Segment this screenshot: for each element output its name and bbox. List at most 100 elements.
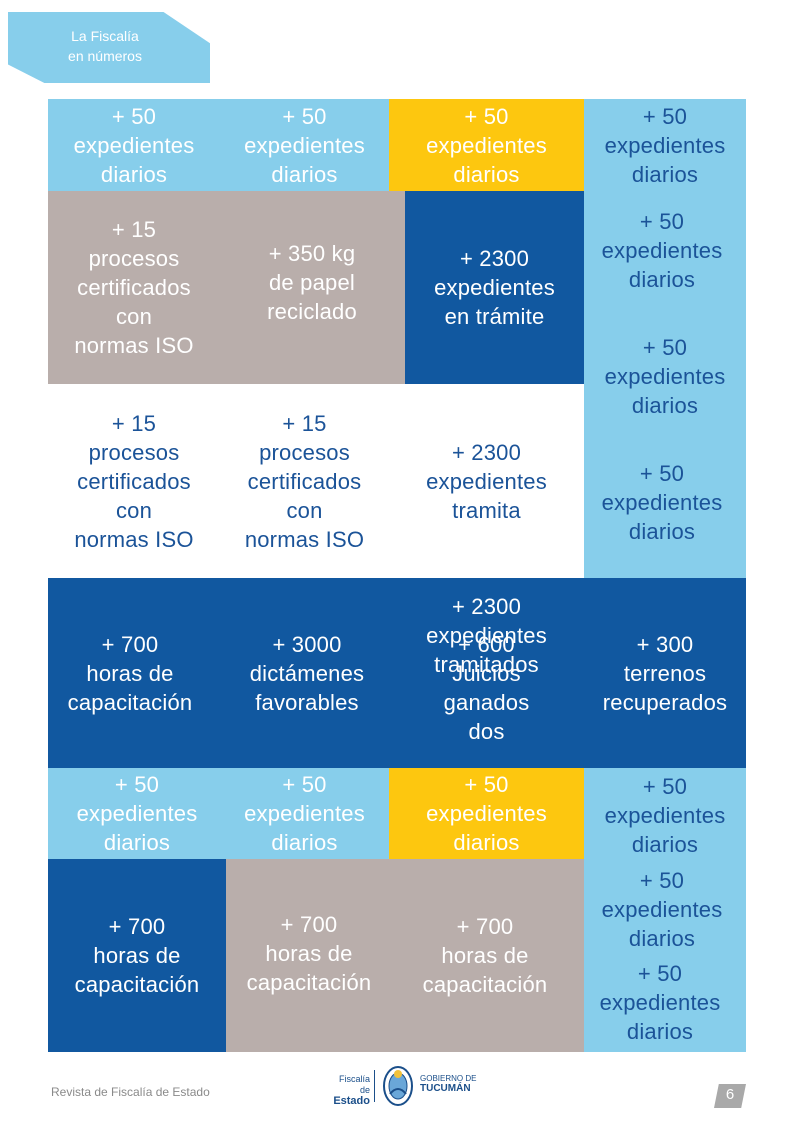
stat-line: + 2300 (451, 594, 522, 619)
section-tag-line2: en números (68, 48, 142, 64)
section-tag-line1: La Fiscalía (71, 28, 139, 44)
stat-line: + 50 (637, 960, 683, 986)
stat-line: expedientes (426, 468, 547, 494)
stat-block-bg (226, 859, 584, 1052)
logo-left-line2: Estado (333, 1095, 370, 1107)
stat-block: + 15 procesos certificados con normas ISO (220, 384, 389, 578)
stat-block-bg (48, 191, 405, 384)
stat-block: + 700 horas de capacitación (396, 859, 574, 1052)
stat-line: normas ISO (74, 526, 194, 552)
stat-line: + 50 (464, 103, 509, 129)
stat-line: expedientes (426, 623, 547, 648)
stat-line: expedientes (604, 132, 726, 158)
stat-line: diarios (631, 392, 699, 418)
stat-block: + 50 expedientes diarios (389, 768, 584, 859)
logo-right-line1: GOBIERNO DE (420, 1074, 477, 1083)
stat-line: diarios (453, 161, 520, 187)
page-number-badge: 6 (714, 1084, 746, 1108)
stat-line: con (115, 497, 153, 523)
stat-line: + 50 (639, 867, 685, 893)
stat-line: + 50 (639, 460, 685, 486)
stat-line: con (115, 304, 153, 329)
section-tag (8, 12, 210, 83)
stat-line: + 3000 (272, 631, 342, 657)
stat-line: + 50 (642, 773, 688, 799)
stat-line: + 700 (280, 912, 338, 937)
stat-line: + 50 (639, 208, 685, 234)
logo-right-line2: TUCUMÁN (420, 1083, 471, 1094)
stat-line: favorables (255, 689, 359, 715)
stat-block: + 50 expedientes diarios (48, 99, 220, 191)
stat-line: tramitados (434, 652, 539, 677)
stat-line: + 350 kg (268, 241, 356, 266)
stat-line: procesos (88, 439, 180, 465)
stat-block: + 50 expedientes diarios (584, 864, 740, 954)
stat-block: + 15 procesos certificados con normas ISO (48, 191, 220, 384)
stat-line: expedientes (244, 801, 365, 826)
stat-line: expedientes (601, 237, 723, 263)
stat-line: procesos (88, 246, 180, 271)
stat-line: diarios (626, 1018, 694, 1044)
government-logo: Fiscalía de Estado GOBIERNO DE TUCUMÁN (330, 1062, 490, 1110)
stat-line: diarios (628, 925, 696, 951)
right-column-bg (584, 191, 746, 578)
logo-separator (374, 1070, 375, 1102)
stat-line: procesos (259, 439, 350, 465)
stat-line: + 50 (464, 772, 509, 797)
stat-line: + 50 (111, 103, 157, 129)
stat-line: Juicios (452, 661, 521, 686)
stat-line: expedientes (601, 896, 723, 922)
logo-left-text: Fiscalía de Estado (330, 1074, 370, 1107)
stat-block: + 700 horas de capacitación (48, 578, 212, 768)
stat-line: + 15 (282, 410, 327, 436)
stat-block: + 2300 expedientes tramitados (389, 592, 584, 682)
stat-block: + 700 horas de capacitación (48, 859, 226, 1052)
stat-line: + 300 (636, 631, 694, 657)
stat-line: diarios (103, 830, 171, 855)
stat-line: capacitación (74, 972, 200, 997)
stat-block: + 50 expedientes diarios (220, 99, 389, 191)
stat-block: + 15 procesos certificados con normas ISO (48, 384, 220, 578)
navy-band (48, 578, 746, 768)
stat-line: ganados (443, 690, 530, 715)
right-column-bottom-bg (584, 768, 746, 1052)
coat-of-arms-icon (383, 1066, 413, 1106)
stat-line: expedientes (426, 801, 547, 826)
stat-line: + 50 (642, 103, 688, 129)
stat-line: en trámite (444, 304, 545, 329)
stat-block: + 300 terrenos recuperados (584, 578, 746, 768)
stat-line: horas de (93, 943, 181, 968)
stat-block: + 50 expedientes diarios (48, 768, 226, 859)
stat-block: + 50 expedientes diarios (584, 957, 736, 1047)
stat-line: + 2300 (459, 246, 530, 271)
stat-line: + 50 (282, 772, 327, 797)
stat-line: certificados (247, 468, 362, 494)
stat-block: + 2300 expedientes tramita (389, 384, 584, 578)
stat-block: + 50 expedientes diarios (584, 457, 740, 547)
stat-line: capacitación (246, 970, 372, 995)
stat-line: diarios (100, 161, 168, 187)
stat-line: expedientes (76, 801, 198, 826)
page-number: 6 (725, 1086, 735, 1103)
stat-block: + 50 expedientes diarios (584, 331, 746, 421)
stat-block: + 50 expedientes diarios (584, 99, 746, 191)
stat-line: tramita (452, 497, 521, 523)
stat-line: diarios (628, 518, 696, 544)
stat-line: recuperados (602, 689, 728, 715)
stat-line: expedientes (599, 989, 721, 1015)
stat-line: + 700 (108, 914, 166, 939)
stat-line: expedientes (604, 802, 726, 828)
stat-line: dictámenes (249, 660, 365, 686)
stat-line: + 50 (642, 334, 688, 360)
stat-line: horas de (265, 941, 353, 966)
stat-line: horas de (86, 660, 174, 686)
stat-line: dos (468, 719, 505, 744)
stat-line: capacitación (422, 972, 548, 997)
stat-line: certificados (77, 275, 191, 300)
stat-line: diarios (628, 266, 696, 292)
stat-line: certificados (77, 468, 191, 494)
stat-block: + 50 expedientes diarios (584, 770, 746, 860)
stat-line: + 2300 (451, 439, 522, 465)
stat-line: expedientes (73, 132, 195, 158)
magazine-title: Revista de Fiscalía de Estado (51, 1085, 210, 1099)
